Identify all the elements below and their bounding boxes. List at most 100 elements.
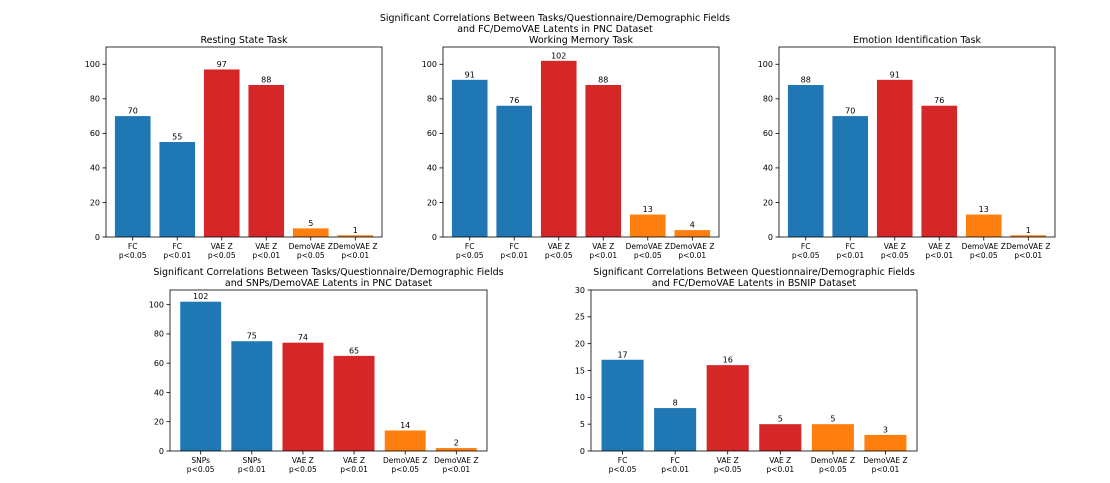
x-tick-label: FC — [801, 242, 811, 251]
bar-value-label: 8 — [673, 399, 678, 408]
x-tick-label: p<0.05 — [970, 251, 998, 260]
x-tick-label: VAE Z — [769, 456, 791, 465]
bar-6 — [1010, 235, 1047, 237]
y-tick-label: 80 — [427, 95, 437, 104]
x-tick-label: DemoVAE Z — [670, 242, 714, 251]
bar-value-label: 76 — [509, 96, 519, 105]
bar-5 — [384, 430, 426, 451]
x-tick-label: FC — [465, 242, 475, 251]
x-tick-label: SNPs — [242, 456, 261, 465]
bar-1 — [451, 79, 488, 238]
x-tick-label: DemoVAE Z — [811, 456, 855, 465]
y-tick-label: 30 — [575, 286, 585, 295]
x-tick-label: p<0.05 — [634, 251, 662, 260]
x-tick-label: FC — [845, 242, 855, 251]
bar-value-label: 13 — [643, 205, 653, 214]
y-tick-label: 60 — [427, 129, 437, 138]
y-tick-label: 20 — [575, 339, 585, 348]
y-tick-label: 100 — [85, 60, 100, 69]
x-tick-label: DemoVAE Z — [333, 242, 377, 251]
subplot-title-line: and SNPs/DemoVAE Latents in PNC Dataset — [225, 278, 432, 289]
bar-6 — [337, 235, 374, 237]
x-tick-label: DemoVAE Z — [434, 456, 478, 465]
x-tick-label: p<0.05 — [792, 251, 820, 260]
subplot-title-line: Significant Correlations Between Tasks/Q… — [153, 267, 503, 278]
x-tick-label: VAE Z — [292, 456, 314, 465]
x-tick-label: VAE Z — [255, 242, 277, 251]
subplot-2: Working Memory Task917610288134020406080… — [422, 35, 720, 260]
x-tick-label: p<0.01 — [766, 465, 794, 474]
x-tick-label: p<0.01 — [836, 251, 864, 260]
x-tick-label: DemoVAE Z — [1006, 242, 1050, 251]
axes-frame — [169, 289, 488, 452]
x-tick-label: DemoVAE Z — [289, 242, 333, 251]
x-tick-label: p<0.05 — [119, 251, 147, 260]
bar-3 — [282, 342, 324, 451]
y-tick-label: 10 — [575, 393, 585, 402]
bar-value-label: 1 — [353, 226, 358, 235]
x-tick-label: VAE Z — [884, 242, 906, 251]
x-tick-label: p<0.01 — [589, 251, 617, 260]
y-tick-label: 100 — [149, 300, 164, 309]
x-tick-label: p<0.05 — [297, 251, 325, 260]
y-tick-label: 100 — [422, 60, 437, 69]
bar-4 — [759, 424, 802, 451]
y-tick-label: 0 — [95, 233, 100, 242]
bar-value-label: 16 — [723, 356, 733, 365]
x-tick-label: FC — [509, 242, 519, 251]
bar-value-label: 88 — [598, 76, 608, 85]
y-tick-label: 40 — [90, 164, 100, 173]
x-tick-label: DemoVAE Z — [962, 242, 1006, 251]
subplot-title-line: Emotion Identification Task — [853, 35, 982, 46]
bar-value-label: 55 — [172, 133, 182, 142]
x-tick-label: VAE Z — [343, 456, 365, 465]
x-tick-label: p<0.01 — [661, 465, 689, 474]
figure-suptitle-line-2: and FC/DemoVAE Latents in PNC Dataset — [457, 24, 653, 35]
subplot-4: Significant Correlations Between Tasks/Q… — [149, 267, 504, 474]
bar-value-label: 5 — [308, 219, 313, 228]
bar-value-label: 2 — [454, 439, 459, 448]
bar-value-label: 75 — [247, 332, 257, 341]
x-tick-label: VAE Z — [928, 242, 950, 251]
x-tick-label: SNPs — [191, 456, 210, 465]
y-tick-label: 20 — [154, 418, 164, 427]
y-tick-label: 15 — [575, 366, 585, 375]
y-tick-label: 80 — [154, 330, 164, 339]
bar-5 — [292, 228, 329, 237]
bar-4 — [585, 85, 622, 237]
x-tick-label: p<0.05 — [456, 251, 484, 260]
bar-4 — [921, 105, 958, 238]
x-tick-label: p<0.05 — [289, 465, 317, 474]
bar-1 — [787, 85, 824, 237]
bar-value-label: 97 — [217, 60, 227, 69]
bar-4 — [333, 355, 375, 451]
bar-value-label: 91 — [890, 70, 900, 79]
x-tick-label: p<0.05 — [714, 465, 742, 474]
y-tick-label: 0 — [159, 447, 164, 456]
bar-1 — [114, 116, 151, 237]
bar-value-label: 70 — [845, 107, 855, 116]
axes-frame — [590, 289, 918, 452]
x-tick-label: p<0.01 — [341, 251, 369, 260]
bar-6 — [864, 434, 907, 451]
subplot-1: Resting State Task 70 55 97 88 5 1 0 20 40 60 80 100… — [85, 35, 383, 260]
x-tick-label: p<0.01 — [163, 251, 191, 260]
bar-value-label: 14 — [400, 421, 410, 430]
x-tick-label: p<0.01 — [340, 465, 368, 474]
bar-value-label: 102 — [193, 292, 208, 301]
bar-1 — [180, 301, 222, 451]
x-tick-label: VAE Z — [211, 242, 233, 251]
bar-3 — [876, 79, 913, 238]
bar-value-label: 88 — [261, 76, 271, 85]
bar-6 — [674, 230, 711, 237]
x-tick-label: DemoVAE Z — [863, 456, 907, 465]
bar-value-label: 3 — [883, 425, 888, 434]
x-tick-label: p<0.05 — [609, 465, 637, 474]
bar-value-label: 17 — [617, 350, 627, 359]
x-tick-label: FC — [128, 242, 138, 251]
x-tick-label: DemoVAE Z — [626, 242, 670, 251]
x-tick-label: p<0.05 — [187, 465, 215, 474]
bar-value-label: 88 — [801, 76, 811, 85]
x-tick-label: p<0.01 — [1014, 251, 1042, 260]
